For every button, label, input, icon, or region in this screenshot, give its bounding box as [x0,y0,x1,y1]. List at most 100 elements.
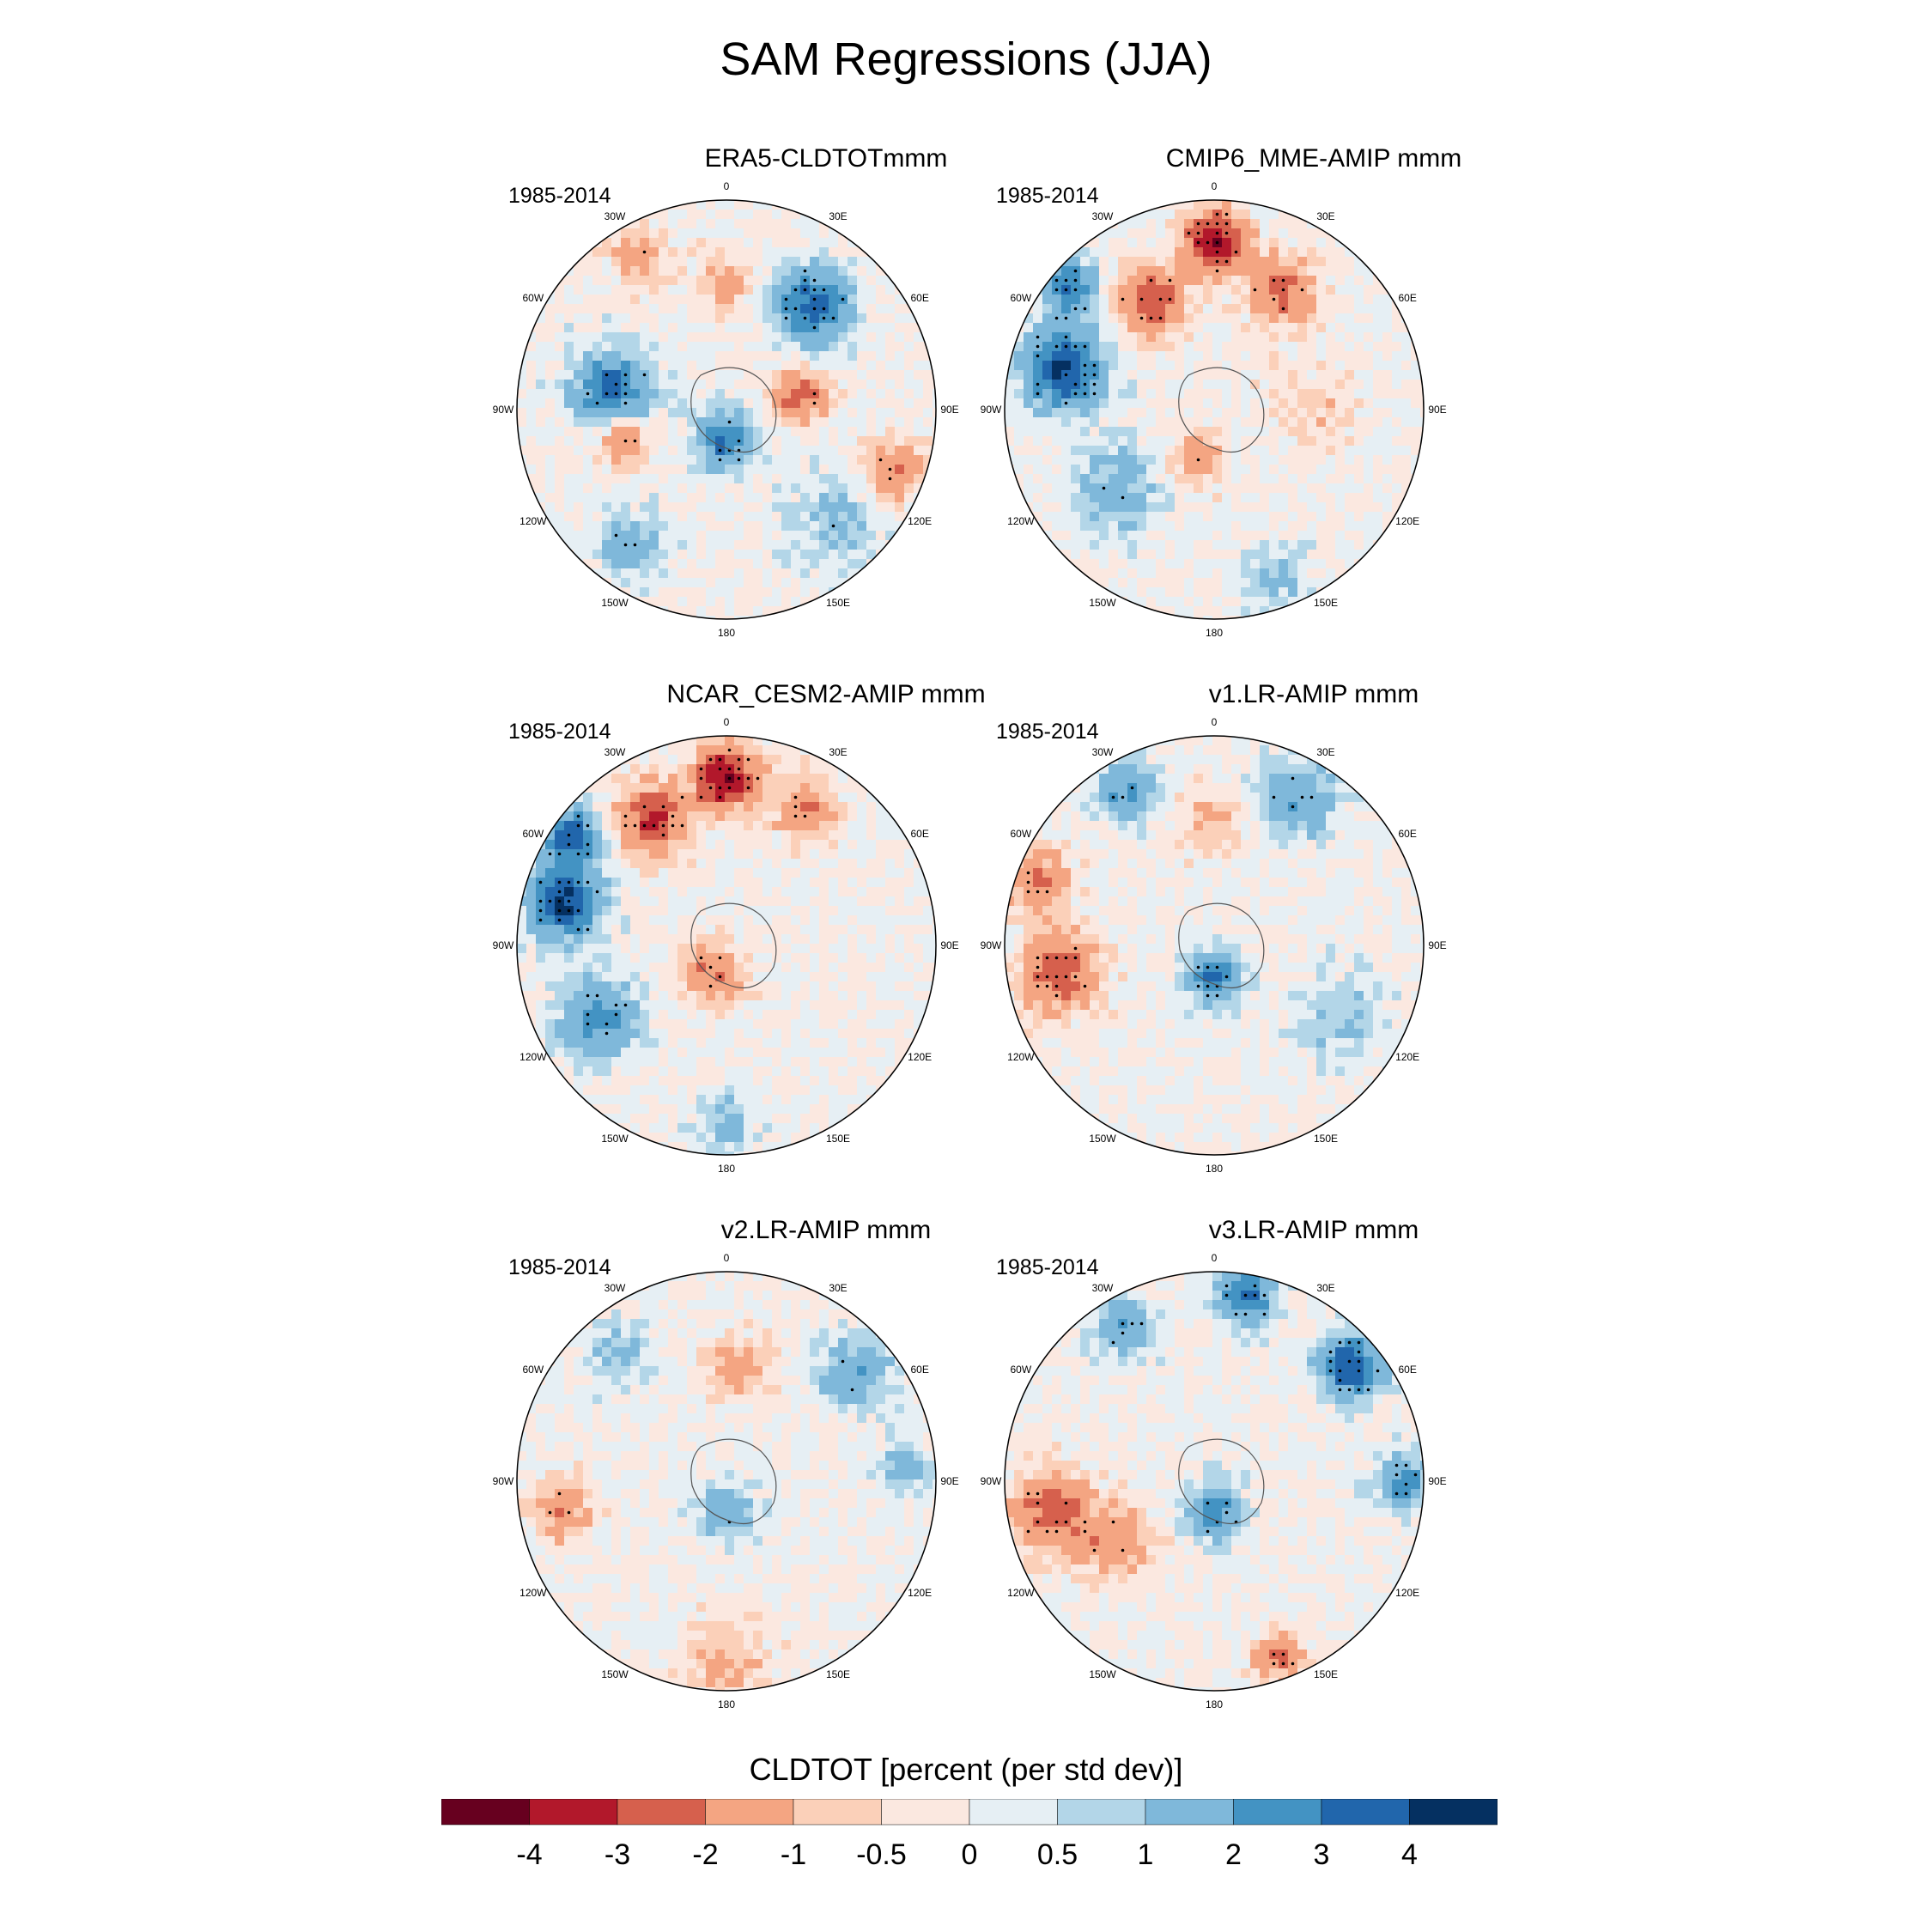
heatmap-cell [668,764,678,775]
heatmap-cell [1316,295,1327,305]
heatmap-cell [640,963,650,973]
heatmap-cell [555,295,565,305]
heatmap-cell [1420,446,1424,456]
longitude-label: 150E [826,597,850,609]
heatmap-cell [564,332,574,343]
heatmap-cell [696,821,707,831]
heatmap-cell [1212,389,1223,399]
heatmap-cell [1203,493,1213,503]
heatmap-cell [555,1010,565,1020]
heatmap-cell [857,389,867,399]
heatmap-cell [753,821,763,831]
significance-stipple [680,823,684,828]
heatmap-cell [1250,521,1261,532]
heatmap-cell [1260,427,1270,437]
heatmap-cell [781,755,792,765]
heatmap-cell [1137,276,1147,286]
heatmap-cell [904,915,914,926]
heatmap-cell [1071,493,1081,503]
heatmap-cell [1052,361,1062,371]
heatmap-cell [687,247,697,258]
heatmap-cell [1231,568,1242,579]
heatmap-cell [1033,295,1043,305]
heatmap-cell [526,455,537,465]
heatmap-cell [772,238,782,248]
heatmap-cell [715,868,726,878]
heatmap-cell [1222,568,1232,579]
heatmap-cell [895,991,905,1001]
heatmap-cell [1099,295,1109,305]
heatmap-cell [1354,332,1364,343]
heatmap-cell [1326,332,1336,343]
heatmap-cell [1137,266,1147,276]
heatmap-cell [1090,304,1100,314]
heatmap-cell [1326,408,1336,418]
heatmap-cell [857,1029,867,1039]
heatmap-cell [1250,606,1261,617]
heatmap-cell [574,342,584,352]
heatmap-cell [1024,436,1034,447]
heatmap-cell [810,266,820,276]
heatmap-cell [659,859,669,869]
heatmap-cell [1146,559,1157,569]
heatmap-cell [800,200,811,210]
heatmap-cell [649,483,659,494]
heatmap-cell [1335,398,1346,409]
heatmap-cell [715,247,726,258]
heatmap-cell [838,1048,848,1058]
heatmap-cell [706,493,716,503]
heatmap-cell [857,455,867,465]
heatmap-cell [1080,436,1091,447]
heatmap-cell [1401,351,1412,361]
heatmap-cell [1203,276,1213,286]
heatmap-cell [838,934,848,945]
heatmap-cell [1127,550,1138,560]
heatmap-cell [914,455,924,465]
heatmap-cell [819,578,829,588]
heatmap-cell [602,332,612,343]
significance-stipple [727,776,732,781]
heatmap-cell [734,783,744,793]
heatmap-cell [687,266,697,276]
heatmap-cell [762,1029,773,1039]
heatmap-cell [772,398,782,409]
heatmap-cell [762,1010,773,1020]
heatmap-cell [1109,521,1119,532]
heatmap-cell [819,849,829,860]
heatmap-cell [923,991,933,1001]
heatmap-cell [734,821,744,831]
heatmap-cell [819,887,829,897]
heatmap-cell [640,342,650,352]
heatmap-cell [1109,417,1119,428]
heatmap-cell [876,944,886,954]
heatmap-cell [696,606,707,617]
heatmap-cell [895,878,905,888]
heatmap-cell [866,972,877,982]
heatmap-cell [640,981,650,992]
heatmap-cell [838,896,848,907]
significance-stipple [718,956,722,960]
heatmap-cell [1156,512,1166,522]
heatmap-cell [696,332,707,343]
heatmap-cell [1052,257,1062,267]
heatmap-cell [621,868,631,878]
heatmap-cell [1354,502,1364,513]
heatmap-cell [734,483,744,494]
heatmap-cell [772,332,782,343]
heatmap-cell [1033,427,1043,437]
heatmap-cell [866,257,877,267]
heatmap-cell [904,887,914,897]
heatmap-cell [1137,389,1147,399]
heatmap-cell [1099,521,1109,532]
heatmap-cell [1184,219,1194,229]
heatmap-cell [829,925,839,935]
heatmap-cell [810,1057,820,1067]
significance-stipple [1224,222,1229,226]
heatmap-cell [838,802,848,812]
heatmap-cell [602,512,612,522]
heatmap-cell [744,934,754,945]
heatmap-cell [1137,285,1147,295]
significance-stipple [746,776,750,781]
heatmap-cell [1411,370,1421,380]
heatmap-cell [555,304,565,314]
